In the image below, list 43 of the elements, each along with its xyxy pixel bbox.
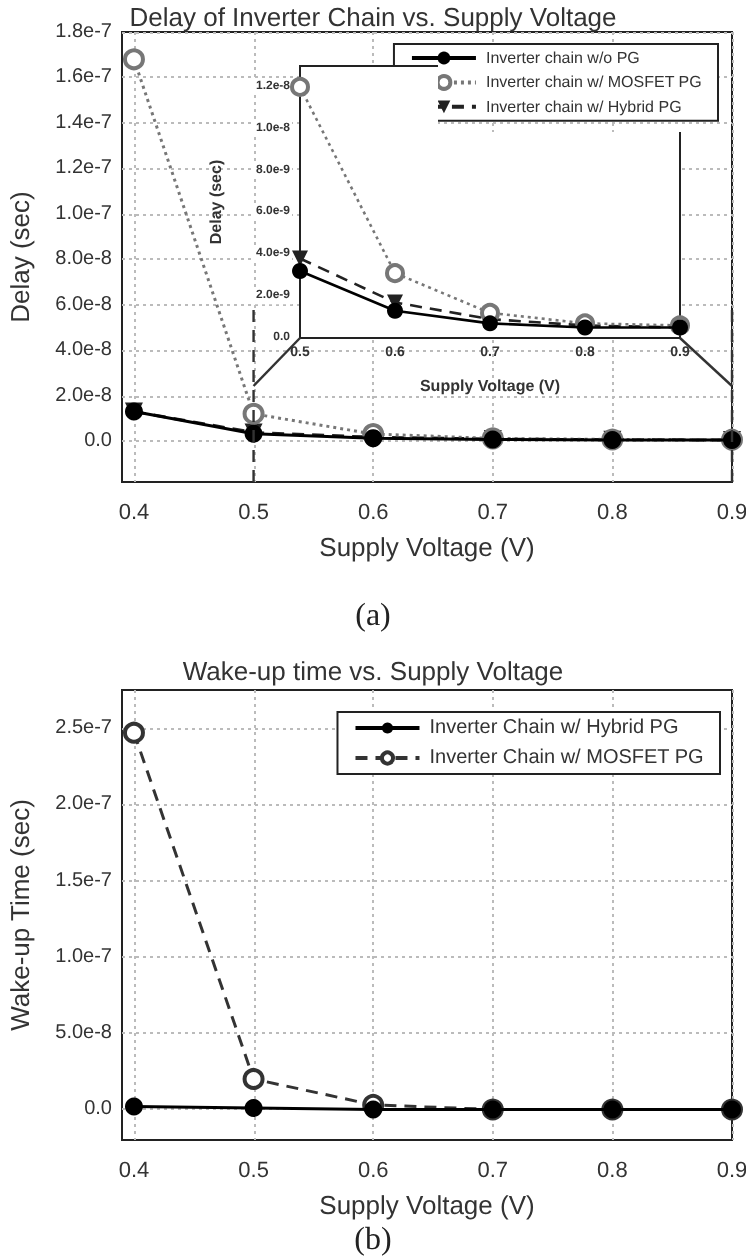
x-axis-title: Supply Voltage (V) (319, 531, 535, 562)
y-tick-label: 0.0 (84, 1098, 113, 1121)
legend-label: Inverter chain w/o PG (485, 49, 640, 67)
legend-label: Inverter chain w/ Hybrid PG (485, 97, 682, 116)
y-tick-label: 6.0e-8 (55, 293, 113, 316)
y-axis-title: Delay (sec) (5, 191, 36, 323)
chart-title: Wake-up time vs. Supply Voltage (182, 656, 564, 686)
y-tick-label: 2.0e-7 (55, 793, 113, 816)
legend-label: Inverter chain w/ MOSFET PG (485, 73, 702, 92)
y-axis-title: Delay (sec) (207, 159, 225, 245)
y-tick-label: 1.8e-7 (55, 21, 113, 43)
y-tick-label: 1.4e-7 (55, 111, 113, 134)
y-tick-label: 1.2e-7 (55, 157, 113, 180)
x-tick-label: 0.8 (597, 501, 628, 525)
x-tick-label: 0.6 (357, 1159, 389, 1183)
x-tick-label: 0.6 (357, 501, 389, 525)
legend-label: Inverter Chain w/ MOSFET PG (429, 747, 705, 769)
x-tick-label: 0.4 (118, 501, 150, 525)
x-tick-label: 0.5 (238, 1159, 269, 1183)
x-axis-title: Supply Voltage (V) (419, 377, 561, 395)
x-axis-title: Supply Voltage (V) (319, 1189, 535, 1220)
text: (b) (354, 1223, 392, 1257)
x-tick-label: 0.7 (477, 1159, 509, 1183)
y-tick-label: 8.0e-8 (55, 248, 113, 271)
y-tick-label: 1.5e-7 (55, 869, 113, 892)
y-tick-label: 1.6e-7 (55, 66, 113, 89)
text: (a) (355, 599, 391, 633)
y-tick-label: 1.0e-7 (55, 945, 113, 968)
x-tick-label: 0.8 (597, 1159, 628, 1183)
x-tick-label: 0.7 (477, 501, 509, 525)
y-tick-label: 5.0e-8 (55, 1022, 113, 1045)
x-tick-label: 0.9 (716, 1159, 746, 1183)
chart-title: Delay of Inverter Chain vs. Supply Voltage (129, 2, 617, 32)
y-axis-title: Wake-up Time (sec) (5, 799, 36, 1031)
x-tick-label: 0.9 (716, 501, 746, 525)
legend-label: Inverter Chain w/ Hybrid PG (429, 717, 679, 739)
y-tick-label: 2.0e-8 (55, 384, 113, 407)
y-tick-label: 4.0e-8 (55, 339, 113, 362)
x-tick-label: 0.4 (118, 1159, 150, 1183)
y-tick-label: 0.0 (84, 430, 113, 453)
y-tick-label: 1.0e-7 (55, 202, 113, 225)
x-tick-label: 0.5 (238, 501, 269, 525)
y-tick-label: 2.5e-7 (55, 717, 113, 740)
